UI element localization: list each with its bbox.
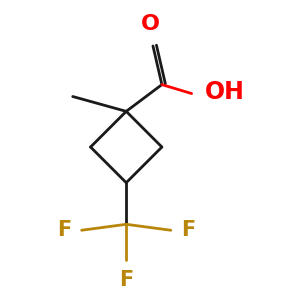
Text: F: F [119,270,133,290]
Text: OH: OH [205,80,245,104]
Text: O: O [140,14,160,34]
Text: F: F [57,220,71,240]
Text: F: F [181,220,196,240]
